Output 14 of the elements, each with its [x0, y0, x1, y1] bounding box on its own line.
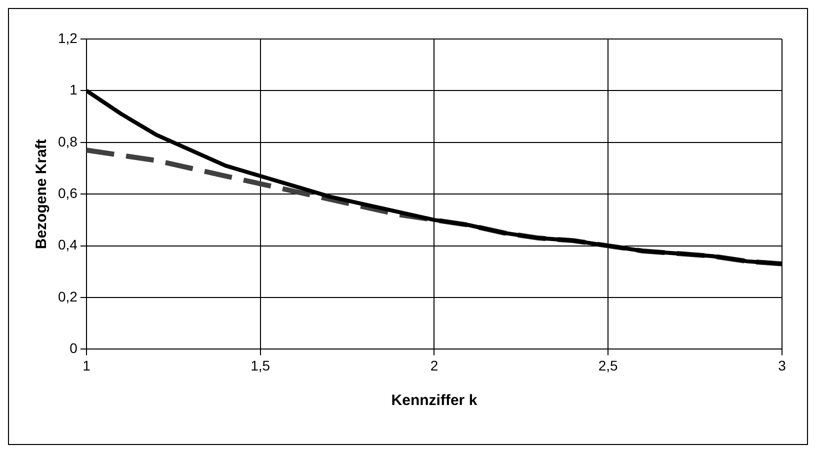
x-axis-title: Kennziffer k	[391, 392, 478, 410]
y-tick-label: 1,2	[58, 30, 78, 46]
y-tick-label: 0,2	[58, 288, 78, 304]
y-tick-label: 0,4	[58, 236, 78, 253]
x-tick-label: 3	[778, 357, 786, 374]
x-tick-label: 1	[82, 357, 91, 374]
y-axis-title: Bezogene Kraft	[33, 139, 50, 250]
y-tick-label: 1	[70, 82, 78, 98]
x-tick-label: 1,5	[250, 357, 270, 374]
x-tick-label: 2,5	[598, 357, 618, 374]
y-tick-label: 0,8	[58, 133, 78, 150]
y-tick-label: 0	[70, 340, 78, 356]
x-tick-label: 2	[430, 357, 438, 374]
y-tick-label: 0,6	[58, 184, 78, 201]
